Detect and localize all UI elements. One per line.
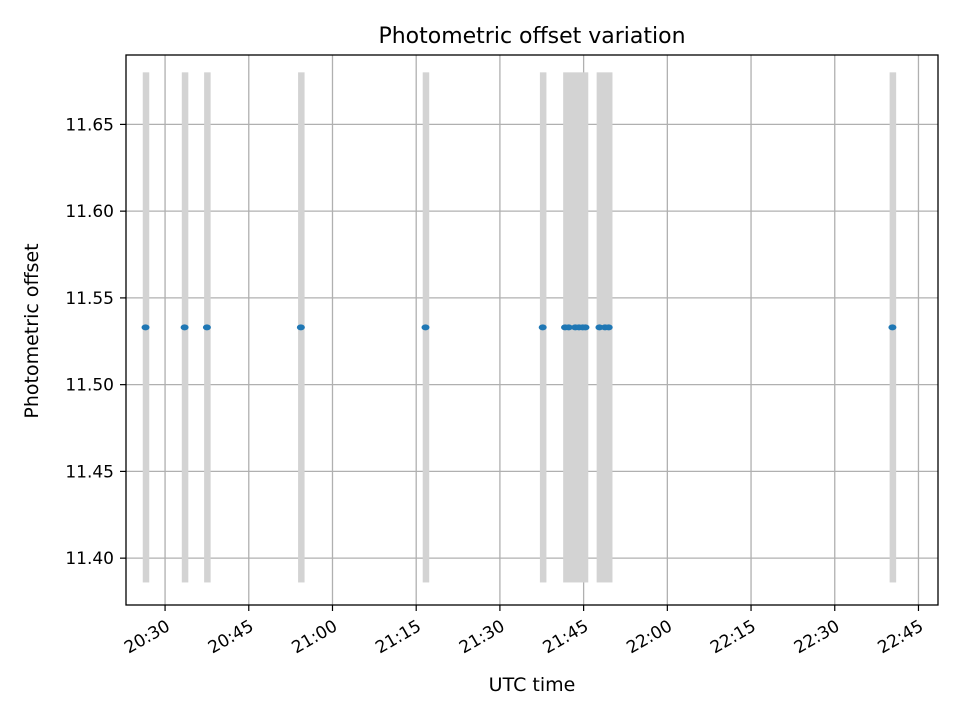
data-point bbox=[888, 324, 897, 331]
x-tick-label: 22:30 bbox=[791, 616, 843, 658]
data-point bbox=[421, 324, 430, 331]
y-tick-label: 11.45 bbox=[65, 462, 114, 482]
x-tick-label: 22:00 bbox=[623, 616, 675, 658]
y-tick-label: 11.40 bbox=[65, 549, 114, 569]
y-tick-label: 11.50 bbox=[65, 376, 114, 396]
data-point bbox=[604, 324, 613, 331]
data-point bbox=[202, 324, 211, 331]
data-point bbox=[564, 324, 573, 331]
data-point bbox=[180, 324, 189, 331]
data-point bbox=[581, 324, 590, 331]
grid bbox=[126, 55, 938, 605]
y-axis-ticks: 11.40 11.45 11.50 11.55 11.60 11.65 bbox=[65, 115, 126, 569]
x-tick-label: 22:45 bbox=[875, 616, 927, 658]
x-tick-label: 20:30 bbox=[121, 616, 173, 658]
x-axis-label: UTC time bbox=[489, 674, 576, 696]
y-tick-label: 11.55 bbox=[65, 289, 114, 309]
plot-frame bbox=[125, 54, 939, 606]
data-points bbox=[141, 324, 897, 331]
data-point bbox=[595, 324, 604, 331]
data-point bbox=[538, 324, 547, 331]
data-point bbox=[141, 324, 150, 331]
y-tick-label: 11.65 bbox=[65, 115, 114, 135]
x-tick-label: 22:15 bbox=[707, 616, 759, 658]
x-tick-label: 20:45 bbox=[205, 616, 257, 658]
x-tick-label: 21:45 bbox=[540, 616, 592, 658]
interval-spans bbox=[142, 72, 897, 583]
chart-title: Photometric offset variation bbox=[378, 24, 685, 49]
x-tick-label: 21:15 bbox=[372, 616, 424, 658]
x-tick-label: 21:30 bbox=[456, 616, 508, 658]
x-tick-label: 21:00 bbox=[289, 616, 341, 658]
data-point bbox=[296, 324, 305, 331]
y-axis-label: Photometric offset bbox=[21, 243, 43, 418]
y-tick-label: 11.60 bbox=[65, 202, 114, 222]
x-axis-ticks: 20:30 20:45 21:00 21:15 21:30 21:45 22:00 22:15… bbox=[121, 605, 927, 658]
